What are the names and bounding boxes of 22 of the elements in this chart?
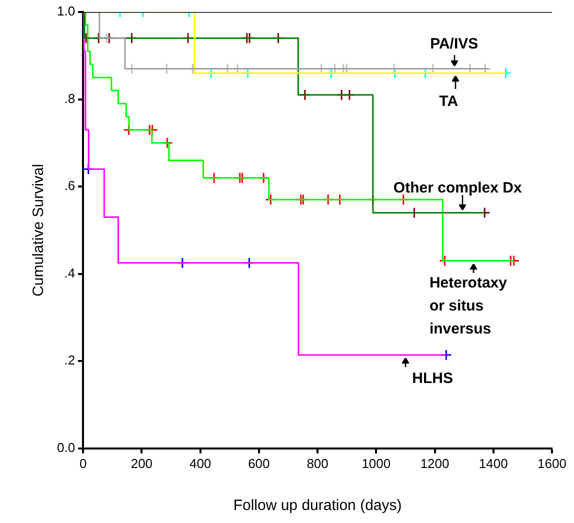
x-axis-title: Follow up duration (days) — [233, 497, 402, 514]
y-tick-label: .4 — [64, 265, 76, 280]
y-tick-label: .8 — [64, 90, 76, 106]
annotation: Heterotaxy or situs inversus — [429, 274, 508, 338]
y-tick-label: 0.0 — [56, 440, 76, 455]
annotation: PA/IVS — [430, 36, 478, 53]
x-tick-label: 1000 — [362, 456, 391, 471]
x-tick-label: 0 — [79, 456, 87, 471]
y-tick-label: .2 — [64, 352, 76, 368]
x-tick-label: 1200 — [420, 456, 450, 471]
x-tick-label: 400 — [189, 456, 212, 471]
annotation: TA — [439, 93, 458, 110]
y-axis-title: Cumulative Survival — [30, 164, 48, 296]
x-tick-label: 800 — [306, 456, 328, 471]
x-tick-label: 600 — [248, 456, 270, 471]
y-tick-label: 1.0 — [56, 4, 76, 19]
annotation: Other complex Dx — [393, 180, 522, 197]
x-tick-label: 1400 — [478, 456, 508, 471]
x-tick-label: 1600 — [538, 456, 566, 471]
x-tick-label: 200 — [130, 456, 153, 471]
y-tick-label: .6 — [64, 178, 76, 194]
annotation: HLHS — [412, 370, 454, 388]
